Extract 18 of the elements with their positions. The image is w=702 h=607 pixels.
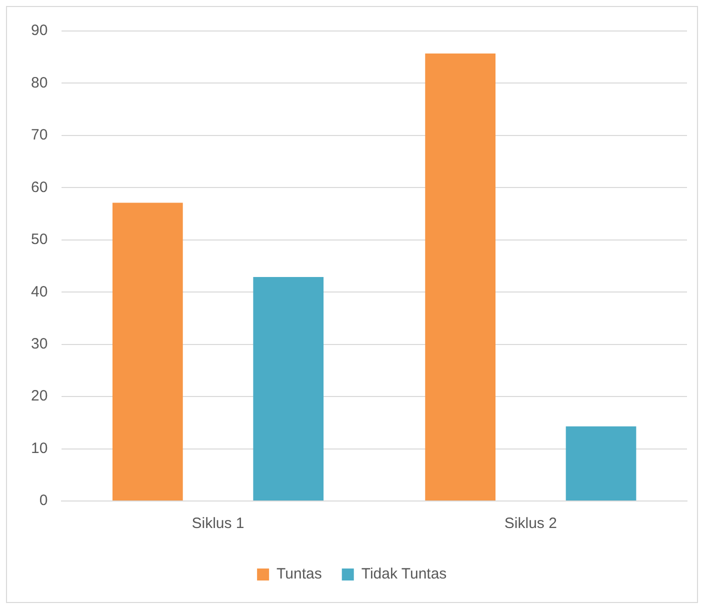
y-tick-label: 60 [30,178,48,196]
y-tick-label: 40 [30,283,48,300]
y-tick-label: 90 [30,22,48,40]
bar [112,202,183,500]
y-tick-label: 0 [39,492,48,510]
y-tick-label: 30 [30,335,48,352]
legend-label: Tuntas [276,566,322,583]
y-tick-label: 50 [30,231,48,248]
bar [566,426,636,500]
x-tick-label: Siklus 2 [504,515,557,532]
y-tick-label: 10 [30,440,48,457]
y-tick-label: 20 [30,388,48,405]
y-tick-label: 80 [30,74,48,92]
y-tick-label: 70 [30,126,48,144]
x-tick-label: Siklus 1 [192,515,244,532]
bar [253,276,324,500]
bar [425,53,496,500]
legend-label: Tidak Tuntas [361,566,447,583]
